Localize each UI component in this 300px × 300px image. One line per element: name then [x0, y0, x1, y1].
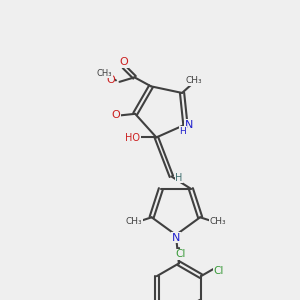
Text: CH₃: CH₃ — [185, 76, 202, 85]
Text: CH₃: CH₃ — [97, 69, 112, 78]
Text: CH₃: CH₃ — [209, 217, 226, 226]
Text: H: H — [180, 127, 186, 136]
Text: N: N — [185, 119, 193, 130]
Text: Cl: Cl — [213, 266, 224, 276]
Text: H: H — [175, 173, 183, 183]
Text: CH₃: CH₃ — [126, 217, 142, 226]
Text: N: N — [172, 233, 180, 243]
Text: HO: HO — [125, 133, 140, 143]
Text: Cl: Cl — [175, 249, 186, 260]
Text: O: O — [106, 75, 115, 85]
Text: O: O — [111, 110, 120, 120]
Text: O: O — [120, 57, 128, 67]
